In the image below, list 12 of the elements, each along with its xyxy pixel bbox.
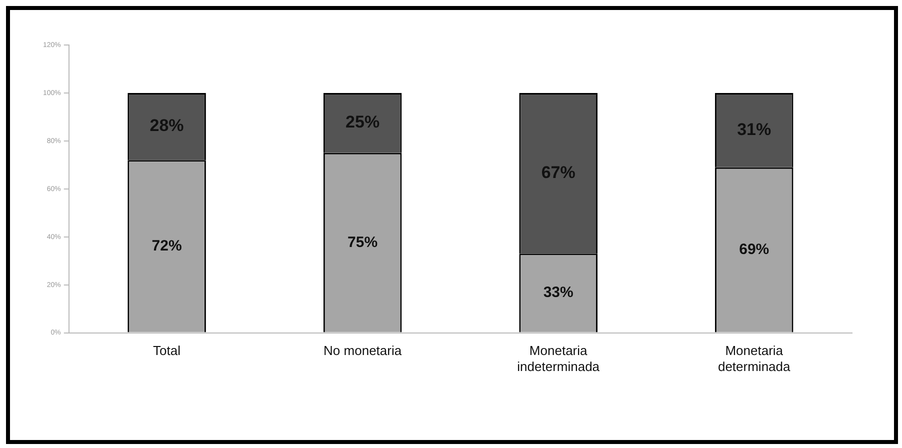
data-label: 72% <box>152 237 182 254</box>
data-label: 28% <box>150 116 184 136</box>
data-label: 33% <box>543 284 574 302</box>
x-tick-label: Total <box>153 343 181 358</box>
x-tick-label: Monetaria indeterminada <box>517 343 600 374</box>
data-label: 31% <box>737 120 772 139</box>
x-tick-label: No monetaria <box>324 343 402 358</box>
x-tick-label: Monetaria determinada <box>718 343 792 374</box>
data-label: 25% <box>346 112 380 132</box>
data-label: 75% <box>348 234 378 251</box>
data-label: 67% <box>541 163 576 182</box>
data-label: 69% <box>739 240 770 258</box>
